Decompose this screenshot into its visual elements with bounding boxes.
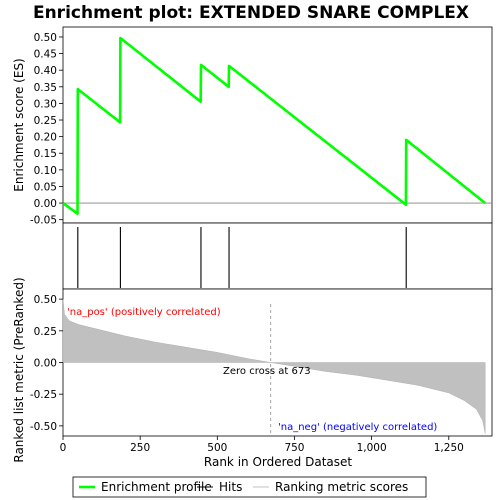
es-y-tick-label: 0.25 <box>34 115 57 127</box>
rank-y-tick-label: -0.50 <box>30 421 57 433</box>
negative-correlation-label: 'na_neg' (negatively correlated) <box>278 422 437 433</box>
zero-cross-label: Zero cross at 673 <box>223 366 311 377</box>
es-y-tick-label: -0.05 <box>30 215 57 227</box>
x-tick-label: 0 <box>60 442 67 454</box>
rank-y-tick-label: 0.25 <box>34 326 57 338</box>
rank-y-tick-label: 0.50 <box>34 294 57 306</box>
es-y-tick-label: 0.45 <box>34 49 57 61</box>
x-tick-label: 500 <box>207 442 227 454</box>
rank-y-tick-label: 0.00 <box>34 358 57 370</box>
es-y-tick-label: 0.20 <box>34 132 57 144</box>
rank-y-ticks: -0.50 -0.25 0.00 0.25 0.50 <box>30 294 63 433</box>
x-tick-label: 750 <box>284 442 304 454</box>
rank-y-axis-label: Ranked list metric (PreRanked) <box>12 277 26 462</box>
x-tick-label: 250 <box>130 442 150 454</box>
legend-label: Hits <box>219 480 242 494</box>
enrichment-profile-series <box>62 36 487 215</box>
es-panel: -0.05 0.00 0.05 0.10 0.15 0.20 0.25 0.30 0.35 0.4… <box>12 26 493 227</box>
es-y-tick-label: 0.30 <box>34 98 57 110</box>
es-y-tick-label: 0.05 <box>34 181 57 193</box>
x-tick-label: 1,000 <box>357 442 387 454</box>
hit-markers <box>77 227 407 288</box>
legend: Enrichment profile Hits Ranking metric sco… <box>72 476 427 498</box>
x-axis-label: Rank in Ordered Dataset <box>204 455 352 469</box>
es-y-tick-label: 0.40 <box>34 65 57 77</box>
hits-panel-frame <box>62 222 493 290</box>
es-y-tick-label: 0.15 <box>34 148 57 160</box>
rank-y-tick-label: -0.25 <box>30 389 57 401</box>
x-tick-label: 1,250 <box>434 442 464 454</box>
legend-label: Enrichment profile <box>101 480 212 494</box>
es-y-ticks: -0.05 0.00 0.05 0.10 0.15 0.20 0.25 0.30 0.35 0.4… <box>30 32 63 227</box>
es-y-tick-label: 0.00 <box>34 198 57 210</box>
rank-panel: -0.50 -0.25 0.00 0.25 0.50 'na_pos' (positiv… <box>12 277 493 463</box>
x-axis: 0 250 500 750 1,000 1,250 <box>60 436 464 454</box>
es-y-axis-label: Enrichment score (ES) <box>12 58 26 191</box>
legend-frame <box>72 476 427 498</box>
es-y-tick-label: 0.50 <box>34 32 57 44</box>
positive-correlation-label: 'na_pos' (positively correlated) <box>67 307 221 318</box>
es-y-tick-label: 0.10 <box>34 165 57 177</box>
chart-title: Enrichment plot: EXTENDED SNARE COMPLEX <box>33 3 469 23</box>
ranking-metric-fill <box>62 299 486 434</box>
legend-label: Ranking metric scores <box>275 480 408 494</box>
es-panel-frame <box>62 26 493 224</box>
es-y-tick-label: 0.35 <box>34 82 57 94</box>
enrichment-profile-line <box>62 36 487 215</box>
ranking-metric-area <box>62 299 486 434</box>
